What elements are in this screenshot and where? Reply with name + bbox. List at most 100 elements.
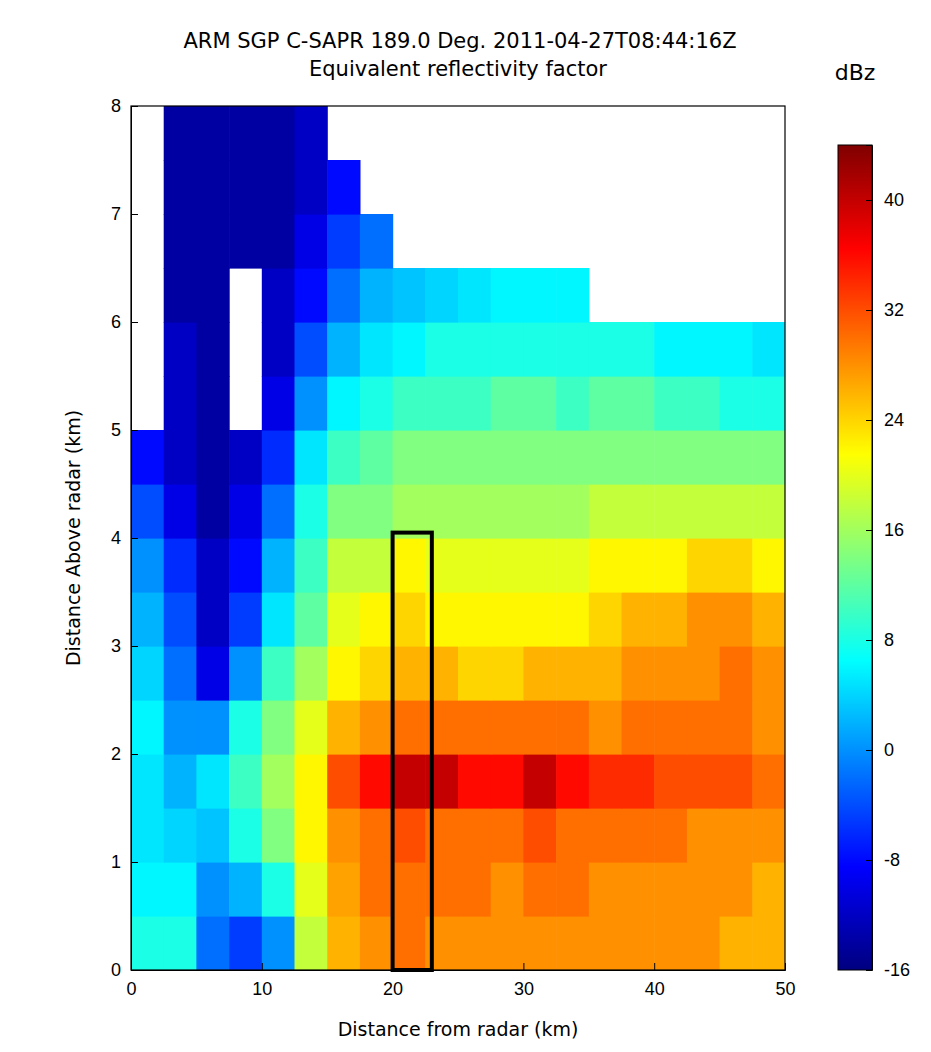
y-tick: 8 [111, 96, 138, 116]
cell [327, 808, 360, 863]
cell [687, 808, 720, 863]
cell [720, 538, 753, 593]
cell [752, 646, 785, 701]
cell [360, 754, 393, 809]
cell [556, 754, 589, 809]
cell [589, 538, 622, 593]
cell [622, 592, 655, 647]
cell [654, 808, 687, 863]
cell [687, 538, 720, 593]
colorbar-axis: -16-80816243240 [866, 146, 910, 981]
cell [164, 538, 197, 593]
colorbar-tick-mark [866, 640, 872, 641]
cell [196, 268, 229, 323]
cell [720, 916, 753, 970]
cell [196, 106, 229, 161]
x-tick-label: 20 [383, 979, 403, 999]
colorbar-tick-mark [866, 750, 872, 751]
cell [164, 700, 197, 755]
cell [654, 376, 687, 431]
cell [327, 160, 360, 215]
cell [622, 700, 655, 755]
cell [131, 916, 164, 970]
colorbar-tick: 0 [866, 740, 894, 760]
cell [523, 268, 556, 323]
cell [196, 430, 229, 485]
cell [295, 106, 328, 161]
cell [523, 862, 556, 917]
cell [295, 646, 328, 701]
cell [720, 862, 753, 917]
cell [720, 430, 753, 485]
cell [262, 592, 295, 647]
cell [687, 754, 720, 809]
cell [229, 430, 262, 485]
y-tick-mark [131, 430, 138, 431]
cell [131, 430, 164, 485]
cell [131, 754, 164, 809]
cell [262, 646, 295, 701]
cell [752, 430, 785, 485]
cell [622, 322, 655, 377]
cell [622, 916, 655, 970]
cell [720, 700, 753, 755]
cell [295, 808, 328, 863]
x-tick-mark [262, 963, 263, 970]
x-axis-line [132, 963, 786, 971]
cell [556, 268, 589, 323]
cell [164, 646, 197, 701]
cell [654, 646, 687, 701]
x-tick: 50 [775, 963, 795, 999]
cell [491, 484, 524, 539]
cell [262, 322, 295, 377]
cell [196, 484, 229, 539]
cell [458, 646, 491, 701]
colorbar-tick-label: 32 [884, 300, 904, 320]
cell [622, 646, 655, 701]
cell [229, 106, 262, 161]
colorbar-tick-mark [866, 310, 872, 311]
cell [589, 700, 622, 755]
colorbar-tick-label: -16 [884, 960, 910, 980]
cell [393, 592, 426, 647]
cell [131, 592, 164, 647]
cell [752, 862, 785, 917]
cell [491, 592, 524, 647]
colorbar-tick: -16 [866, 960, 910, 980]
cell [229, 646, 262, 701]
cell [556, 322, 589, 377]
cell [295, 754, 328, 809]
cell [327, 592, 360, 647]
y-tick-mark [131, 970, 138, 971]
cell [654, 430, 687, 485]
cell [752, 754, 785, 809]
cell [491, 322, 524, 377]
cell [589, 592, 622, 647]
y-tick-label: 6 [111, 312, 121, 332]
cell [720, 322, 753, 377]
cell [622, 538, 655, 593]
cell [622, 808, 655, 863]
cell [752, 376, 785, 431]
cell [556, 484, 589, 539]
cell [654, 862, 687, 917]
cell [360, 376, 393, 431]
subtitle: Equivalent reflectivity factor [309, 57, 607, 81]
cell [425, 484, 458, 539]
cell [295, 214, 328, 269]
y-tick: 2 [111, 744, 138, 764]
cell [622, 484, 655, 539]
cell [229, 808, 262, 863]
cell [196, 592, 229, 647]
cell [523, 376, 556, 431]
cell [327, 268, 360, 323]
cell [556, 430, 589, 485]
cell [262, 214, 295, 269]
cell [720, 376, 753, 431]
cell [589, 484, 622, 539]
cell [654, 592, 687, 647]
cell [556, 538, 589, 593]
cell [229, 214, 262, 269]
colorbar-tick-mark [866, 200, 872, 201]
cell [262, 430, 295, 485]
